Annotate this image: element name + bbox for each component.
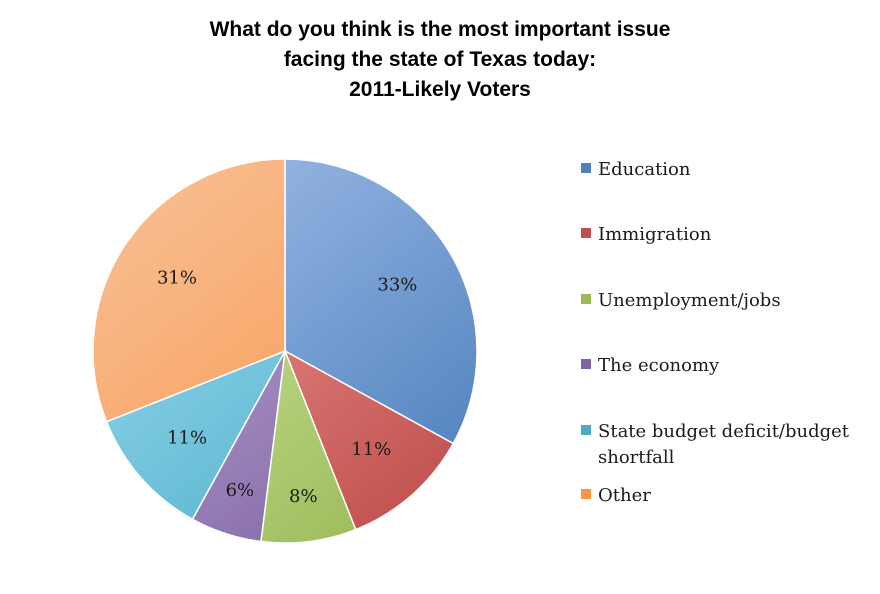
chart-title: What do you think is the most important … <box>210 18 671 101</box>
pie-slice-education <box>284 158 478 445</box>
legend-item-the-economy: The economy <box>581 355 720 376</box>
legend-label-state-budget-deficit-budget-shortfall-line-2: shortfall <box>598 447 675 468</box>
chart-title-line-2: facing the state of Texas today: <box>284 48 596 71</box>
pie-slices <box>92 158 478 544</box>
data-label-state-budget-deficit-budget-shortfall: 11% <box>167 427 207 448</box>
pie-slice-unemployment-jobs <box>260 350 357 544</box>
data-label-other: 31% <box>157 268 197 289</box>
legend-label-state-budget-deficit-budget-shortfall-line-1: State budget deficit/budget <box>598 421 850 442</box>
legend-item-state-budget-deficit-budget-shortfall: State budget deficit/budget shortfall <box>581 421 850 468</box>
pie-slice-state-budget-deficit-budget-shortfall <box>105 349 287 521</box>
legend-swatch-other <box>581 489 591 499</box>
pie-slice-immigration <box>283 349 455 531</box>
legend-item-immigration: Immigration <box>581 224 712 245</box>
data-label-education: 33% <box>377 275 417 296</box>
legend-swatch-immigration <box>581 228 591 238</box>
legend-item-unemployment-jobs: Unemployment/jobs <box>581 290 781 311</box>
legend-item-education: Education <box>581 159 691 180</box>
legend-swatch-the-economy <box>581 359 591 369</box>
legend-swatch-unemployment-jobs <box>581 294 591 304</box>
legend-item-other: Other <box>581 485 651 506</box>
chart-title-line-3: 2011-Likely Voters <box>349 78 531 101</box>
legend-swatch-state-budget-deficit-budget-shortfall <box>581 425 591 435</box>
legend-label-immigration: Immigration <box>598 224 712 245</box>
legend-label-unemployment-jobs: Unemployment/jobs <box>598 290 781 311</box>
pie-slice-other <box>92 158 286 423</box>
chart-title-line-1: What do you think is the most important … <box>210 18 671 41</box>
legend: Education Immigration Unemployment/jobs The… <box>581 159 850 506</box>
legend-swatch-education <box>581 163 591 173</box>
data-label-unemployment-jobs: 8% <box>289 486 318 507</box>
data-label-the-economy: 6% <box>226 480 255 501</box>
legend-label-the-economy: The economy <box>598 355 720 376</box>
legend-label-education: Education <box>598 159 691 180</box>
data-label-immigration: 11% <box>351 439 391 460</box>
data-labels: 33% 11% 8% 6% 11% 31% <box>157 268 417 507</box>
legend-label-other: Other <box>598 485 651 506</box>
